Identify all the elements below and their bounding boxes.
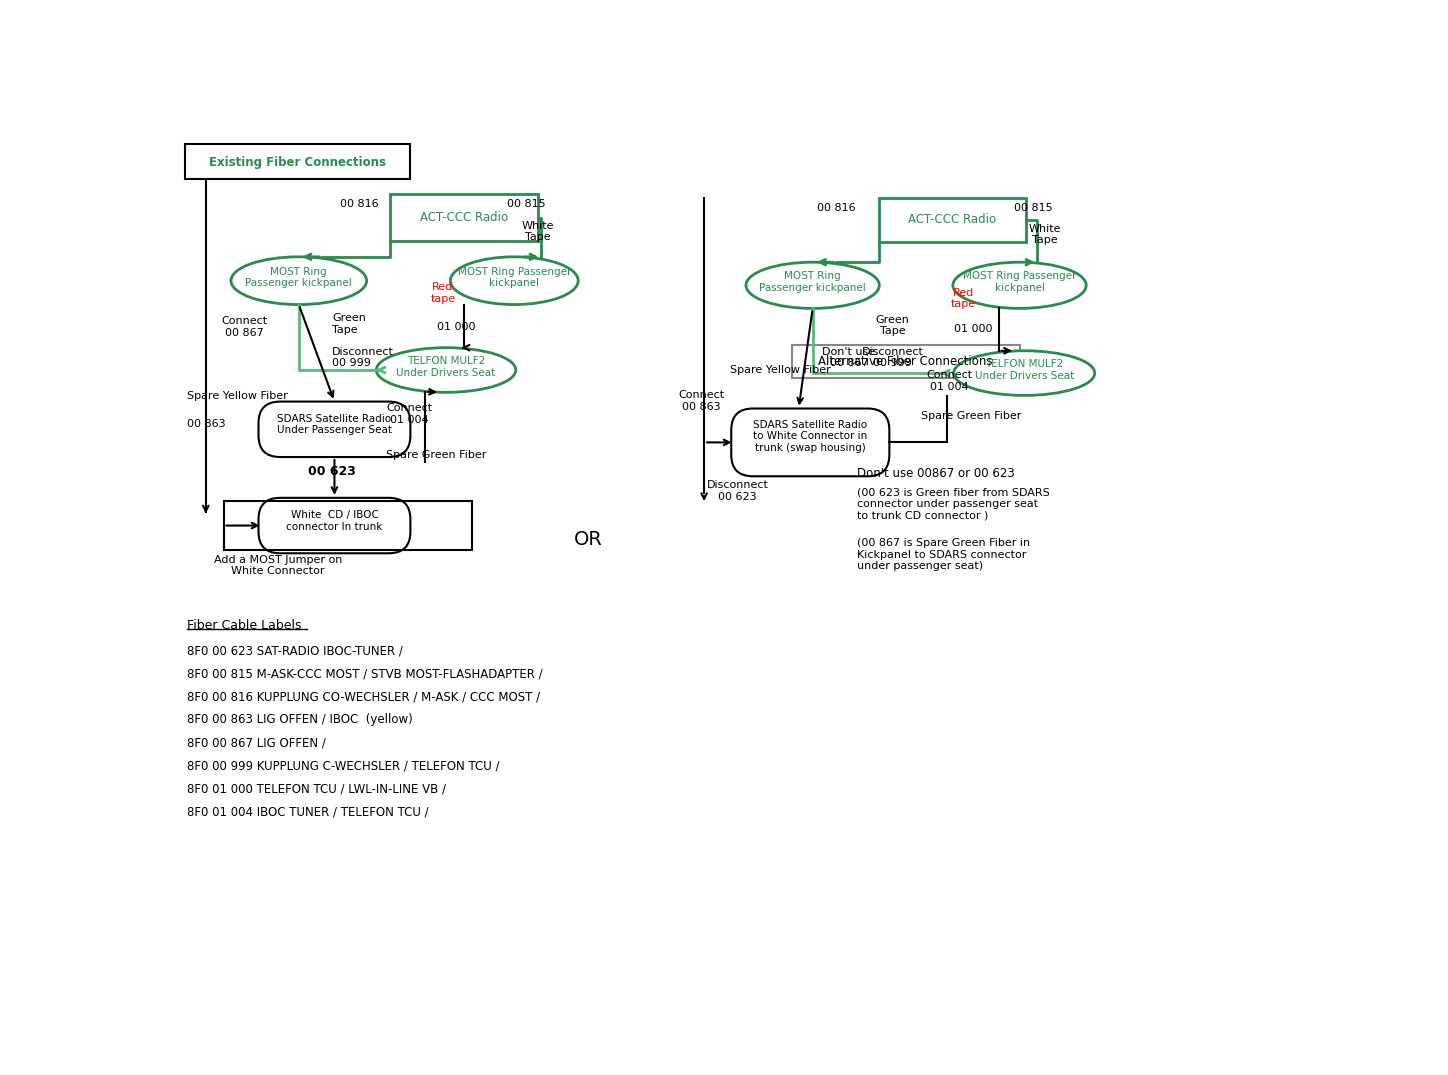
Text: Connect
00 867: Connect 00 867 — [222, 316, 268, 338]
Ellipse shape — [376, 347, 515, 392]
Text: MOST Ring Passenger
kickpanel: MOST Ring Passenger kickpanel — [458, 267, 571, 288]
Text: 00 863: 00 863 — [187, 419, 226, 429]
Text: Spare Green Fiber: Spare Green Fiber — [921, 412, 1021, 421]
Text: 8F0 00 816 KUPPLUNG CO-WECHSLER / M-ASK / CCC MOST /: 8F0 00 816 KUPPLUNG CO-WECHSLER / M-ASK … — [187, 690, 540, 703]
Text: Fiber Cable Labels: Fiber Cable Labels — [187, 619, 301, 632]
Text: MOST Ring Passenger
kickpanel: MOST Ring Passenger kickpanel — [963, 271, 1076, 293]
Text: 00 815: 00 815 — [1014, 203, 1053, 213]
Text: White
Tape: White Tape — [521, 220, 553, 242]
FancyBboxPatch shape — [731, 408, 889, 476]
Bar — [223, 501, 472, 550]
Text: White
Tape: White Tape — [1030, 224, 1061, 245]
Bar — [185, 144, 410, 180]
Text: 8F0 01 004 IBOC TUNER / TELEFON TCU /: 8F0 01 004 IBOC TUNER / TELEFON TCU / — [187, 806, 429, 819]
Text: 00 816: 00 816 — [340, 199, 378, 209]
Ellipse shape — [746, 262, 879, 309]
Text: Add a MOST Jumper on
White Connector: Add a MOST Jumper on White Connector — [214, 555, 342, 576]
Text: Spare Yellow Fiber: Spare Yellow Fiber — [730, 366, 831, 375]
Text: MOST Ring
Passenger kickpanel: MOST Ring Passenger kickpanel — [759, 271, 866, 293]
Text: 8F0 00 815 M-ASK-CCC MOST / STVB MOST-FLASHADAPTER /: 8F0 00 815 M-ASK-CCC MOST / STVB MOST-FL… — [187, 668, 543, 680]
Text: 01 000: 01 000 — [954, 325, 992, 334]
Text: Disconnect
00 999: Disconnect 00 999 — [862, 347, 924, 369]
Text: 01 000: 01 000 — [437, 321, 475, 332]
Text: Connect
01 004: Connect 01 004 — [387, 403, 433, 425]
Text: ACT-CCC Radio: ACT-CCC Radio — [908, 213, 996, 227]
Text: ACT-CCC Radio: ACT-CCC Radio — [420, 211, 508, 224]
Text: 8F0 01 000 TELEFON TCU / LWL-IN-LINE VB /: 8F0 01 000 TELEFON TCU / LWL-IN-LINE VB … — [187, 783, 446, 796]
Ellipse shape — [450, 257, 578, 304]
Text: Don't use 00867 or 00 623: Don't use 00867 or 00 623 — [857, 467, 1015, 479]
Text: Green
Tape: Green Tape — [876, 315, 909, 336]
Text: Green
Tape: Green Tape — [332, 313, 366, 334]
Ellipse shape — [954, 350, 1095, 396]
Bar — [879, 198, 1025, 242]
Text: TELFON MULF2
Under Drivers Seat: TELFON MULF2 Under Drivers Seat — [397, 356, 495, 377]
Text: 8F0 00 867 LIG OFFEN /: 8F0 00 867 LIG OFFEN / — [187, 736, 326, 749]
Text: Disconnect
00 623: Disconnect 00 623 — [707, 481, 769, 502]
Bar — [792, 345, 1021, 377]
Text: 00 815: 00 815 — [507, 199, 546, 209]
Text: Red
tape: Red tape — [951, 288, 976, 310]
Text: Spare Yellow Fiber: Spare Yellow Fiber — [187, 391, 288, 401]
Text: MOST Ring
Passenger kickpanel: MOST Ring Passenger kickpanel — [245, 267, 352, 288]
Text: 00 623: 00 623 — [308, 465, 356, 478]
Text: (00 623 is Green fiber from SDARS
connector under passenger seat
to trunk CD con: (00 623 is Green fiber from SDARS connec… — [857, 487, 1050, 520]
Text: Disconnect
00 999: Disconnect 00 999 — [332, 347, 394, 369]
FancyBboxPatch shape — [259, 498, 410, 554]
Text: Red
tape: Red tape — [430, 283, 456, 304]
Text: (00 867 is Spare Green Fiber in
Kickpanel to SDARS connector
under passenger sea: (00 867 is Spare Green Fiber in Kickpane… — [857, 539, 1030, 572]
Text: Connect
00 863: Connect 00 863 — [679, 390, 725, 412]
Text: Connect
01 004: Connect 01 004 — [927, 370, 973, 391]
Text: Spare Green Fiber: Spare Green Fiber — [387, 449, 487, 460]
Text: 00 816: 00 816 — [817, 203, 856, 213]
Text: Don't use
00 867: Don't use 00 867 — [822, 347, 876, 369]
Text: TELFON MULF2
Under Drivers Seat: TELFON MULF2 Under Drivers Seat — [975, 359, 1074, 381]
Text: Existing Fiber Connections: Existing Fiber Connections — [209, 156, 385, 169]
FancyBboxPatch shape — [259, 402, 410, 457]
Text: 8F0 00 623 SAT-RADIO IBOC-TUNER /: 8F0 00 623 SAT-RADIO IBOC-TUNER / — [187, 644, 403, 657]
Text: 8F0 00 863 LIG OFFEN / IBOC  (yellow): 8F0 00 863 LIG OFFEN / IBOC (yellow) — [187, 714, 413, 727]
Text: 8F0 00 999 KUPPLUNG C-WECHSLER / TELEFON TCU /: 8F0 00 999 KUPPLUNG C-WECHSLER / TELEFON… — [187, 760, 500, 773]
Text: SDARS Satellite Radio
Under Passenger Seat: SDARS Satellite Radio Under Passenger Se… — [277, 414, 392, 435]
Text: SDARS Satellite Radio
to White Connector in
trunk (swap housing): SDARS Satellite Radio to White Connector… — [753, 419, 867, 453]
Ellipse shape — [232, 257, 366, 304]
Bar — [391, 195, 537, 241]
Text: OR: OR — [573, 530, 602, 549]
Text: Alternative Fiber Connections: Alternative Fiber Connections — [818, 355, 993, 368]
Ellipse shape — [953, 262, 1086, 309]
Text: White  CD / IBOC
connector In trunk: White CD / IBOC connector In trunk — [287, 511, 382, 532]
